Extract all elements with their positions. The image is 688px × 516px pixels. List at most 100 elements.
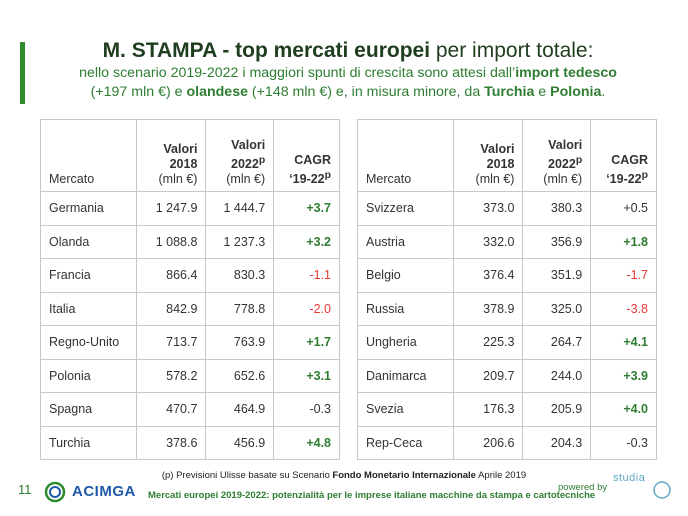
cell-market: Spagna: [40, 392, 137, 427]
footnote: (p) Previsioni Ulisse basate su Scenario…: [161, 470, 527, 481]
page-title: M. STAMPA - top mercati europei per impo…: [30, 38, 666, 64]
table-right: Mercato Valori 2018 (mln €) Valori 2022p (ml…: [357, 119, 657, 460]
subtitle-highlight: olandese: [186, 84, 248, 100]
studia-logo: studia: [613, 472, 677, 500]
subtitle-text: nello scenario 2019-2022 i maggiori spun…: [79, 65, 516, 81]
cell-value-2018: 376.4: [452, 258, 524, 293]
cell-value-2022: 204.3: [522, 425, 592, 460]
cell-value-2018: 866.4: [135, 258, 207, 293]
cell-cagr: -3.8: [590, 291, 657, 326]
header-cagr: CAGR ‘19-22p: [273, 119, 340, 192]
table-row: Danimarca 209.7 244.0 +3.9: [357, 358, 657, 393]
cell-market: Danimarca: [357, 358, 454, 393]
cell-value-2022: 325.0: [522, 291, 592, 326]
cell-cagr: +0.5: [590, 191, 657, 226]
table-row: Germania 1 247.9 1 444.7 +3.7: [40, 191, 340, 226]
cell-value-2022: 264.7: [522, 325, 592, 360]
cell-value-2022: 778.8: [205, 291, 275, 326]
subtitle-text: .: [601, 84, 606, 100]
table-header-row: Mercato Valori 2018 (mln €) Valori 2022p (ml…: [40, 119, 340, 192]
table-row: Belgio 376.4 351.9 -1.7: [357, 258, 657, 293]
subtitle-highlight: Polonia: [550, 84, 602, 100]
cell-value-2022: 652.6: [205, 358, 275, 393]
cell-cagr: +3.9: [590, 358, 657, 393]
cell-value-2018: 176.3: [452, 392, 524, 427]
cell-value-2018: 470.7: [135, 392, 207, 427]
cell-cagr: +4.0: [590, 392, 657, 427]
cell-market: Russia: [357, 291, 454, 326]
subtitle-text: (+148 mln €) e, in misura minore, da: [247, 84, 485, 100]
cell-value-2018: 378.9: [452, 291, 524, 326]
cell-market: Ungheria: [357, 325, 454, 360]
cell-cagr: +3.7: [273, 191, 340, 226]
cell-market: Belgio: [357, 258, 454, 293]
cell-market: Svezia: [357, 392, 454, 427]
cell-cagr: +1.8: [590, 224, 657, 259]
studia-logo-text: studia: [613, 472, 646, 484]
cell-cagr: +1.7: [273, 325, 340, 360]
cell-value-2022: 205.9: [522, 392, 592, 427]
cell-value-2022: 464.9: [205, 392, 275, 427]
cell-value-2022: 351.9: [522, 258, 592, 293]
table-row: Francia 866.4 830.3 -1.1: [40, 258, 340, 293]
cell-market: Svizzera: [357, 191, 454, 226]
cell-market: Olanda: [40, 224, 137, 259]
table-row: Svezia 176.3 205.9 +4.0: [357, 392, 657, 427]
table-header-row: Mercato Valori 2018 (mln €) Valori 2022p (ml…: [357, 119, 657, 192]
cell-market: Regno-Unito: [40, 325, 137, 360]
cell-cagr: +3.2: [273, 224, 340, 259]
cell-value-2022: 456.9: [205, 425, 275, 460]
header-market: Mercato: [40, 119, 137, 192]
cell-cagr: +4.1: [590, 325, 657, 360]
acimga-logo-icon: [44, 481, 66, 503]
cell-market: Francia: [40, 258, 137, 293]
subtitle-line-2: (+197 mln €) e olandese (+148 mln €) e, …: [30, 83, 666, 102]
cell-value-2018: 206.6: [452, 425, 524, 460]
cell-market: Rep-Ceca: [357, 425, 454, 460]
header-2018: Valori 2018 (mln €): [135, 119, 207, 192]
header-cagr: CAGR ‘19-22p: [590, 119, 657, 192]
cell-market: Austria: [357, 224, 454, 259]
title-bold: M. STAMPA - top mercati europei: [102, 39, 431, 62]
cell-cagr: +3.1: [273, 358, 340, 393]
header-market: Mercato: [357, 119, 454, 192]
table-left: Mercato Valori 2018 (mln €) Valori 2022p (ml…: [40, 119, 340, 460]
table-row: Turchia 378.6 456.9 +4.8: [40, 425, 340, 460]
title-block: M. STAMPA - top mercati europei per impo…: [30, 38, 666, 102]
cell-value-2022: 830.3: [205, 258, 275, 293]
header-2022: Valori 2022p (mln €): [522, 119, 592, 192]
acimga-logo-text: ACIMGA: [72, 483, 136, 500]
table-row: Austria 332.0 356.9 +1.8: [357, 224, 657, 259]
cell-value-2018: 1 088.8: [135, 224, 207, 259]
cell-value-2018: 713.7: [135, 325, 207, 360]
subtitle-text: e: [534, 84, 551, 100]
cell-cagr: +4.8: [273, 425, 340, 460]
table-row: Spagna 470.7 464.9 -0.3: [40, 392, 340, 427]
cell-value-2018: 378.6: [135, 425, 207, 460]
table-row: Ungheria 225.3 264.7 +4.1: [357, 325, 657, 360]
cell-value-2018: 842.9: [135, 291, 207, 326]
cell-value-2022: 244.0: [522, 358, 592, 393]
table-row: Regno-Unito 713.7 763.9 +1.7: [40, 325, 340, 360]
cell-value-2018: 225.3: [452, 325, 524, 360]
cell-cagr: -2.0: [273, 291, 340, 326]
title-suffix: per import totale:: [430, 39, 594, 62]
cell-cagr: -0.3: [273, 392, 340, 427]
table-row: Polonia 578.2 652.6 +3.1: [40, 358, 340, 393]
studia-logo-icon: [653, 481, 671, 499]
cell-cagr: -0.3: [590, 425, 657, 460]
subtitle-highlight: Turchia: [484, 84, 535, 100]
subtitle-text: (+197 mln €) e: [90, 84, 187, 100]
subtitle-line-1: nello scenario 2019-2022 i maggiori spun…: [30, 64, 666, 83]
cell-value-2018: 332.0: [452, 224, 524, 259]
cell-market: Italia: [40, 291, 137, 326]
cell-market: Germania: [40, 191, 137, 226]
cell-market: Turchia: [40, 425, 137, 460]
cell-value-2022: 763.9: [205, 325, 275, 360]
table-row: Italia 842.9 778.8 -2.0: [40, 291, 340, 326]
cell-market: Polonia: [40, 358, 137, 393]
table-row: Svizzera 373.0 380.3 +0.5: [357, 191, 657, 226]
cell-value-2018: 209.7: [452, 358, 524, 393]
cell-cagr: -1.7: [590, 258, 657, 293]
cell-value-2018: 578.2: [135, 358, 207, 393]
